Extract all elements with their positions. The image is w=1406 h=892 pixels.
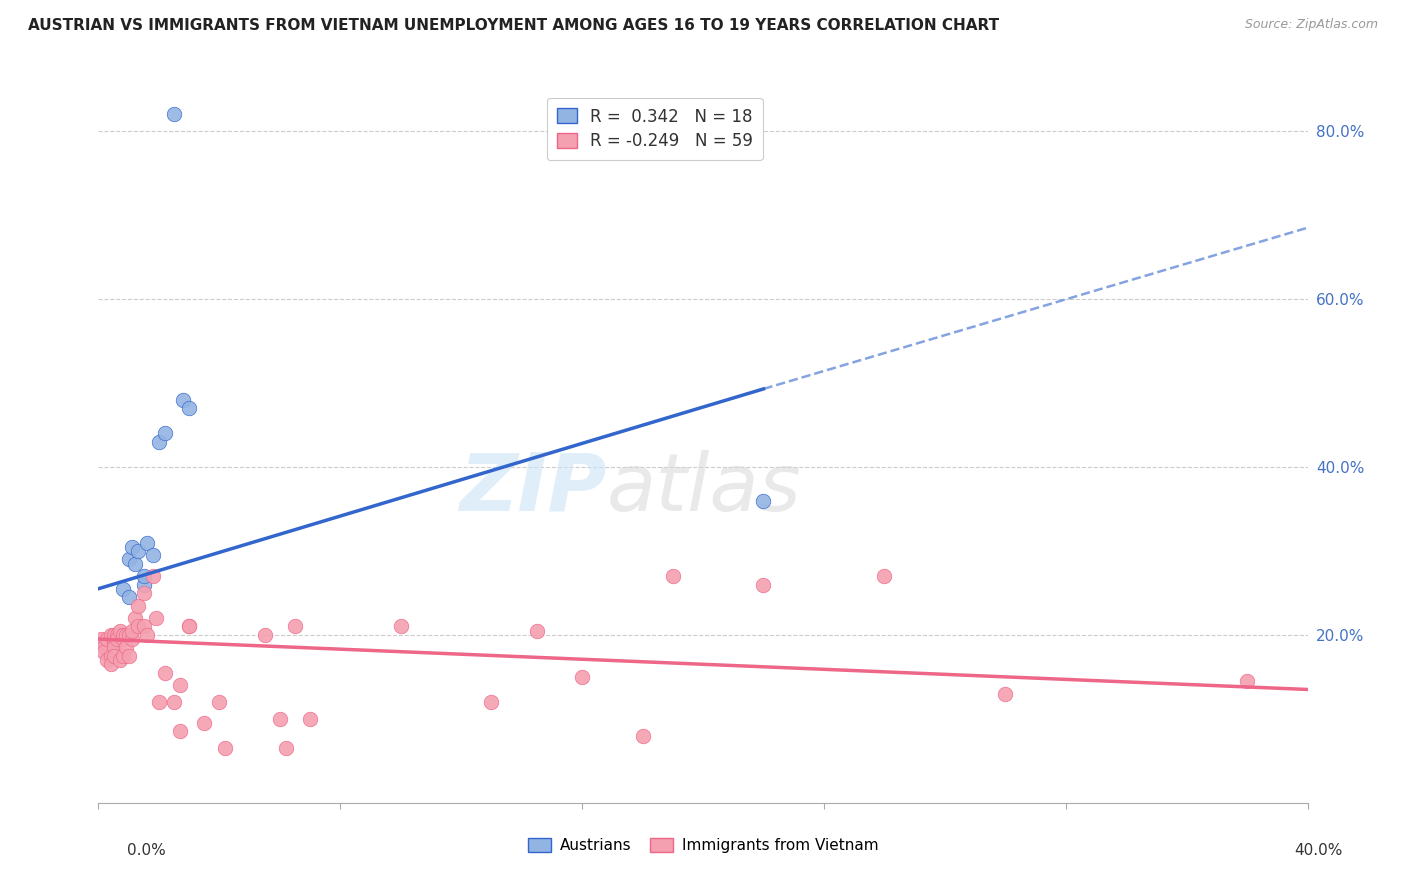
Point bbox=[153, 665, 176, 680]
Point bbox=[163, 107, 186, 121]
Point bbox=[111, 628, 134, 642]
Point bbox=[111, 648, 134, 663]
Point bbox=[153, 426, 176, 441]
Point bbox=[142, 548, 165, 562]
Point bbox=[93, 640, 115, 655]
Point bbox=[132, 577, 155, 591]
Point bbox=[121, 624, 143, 638]
Point bbox=[118, 628, 141, 642]
Point bbox=[118, 648, 141, 663]
Point bbox=[481, 695, 503, 709]
Point bbox=[103, 648, 125, 663]
Point bbox=[284, 619, 307, 633]
Point bbox=[127, 619, 149, 633]
Point bbox=[105, 632, 128, 646]
Point bbox=[111, 582, 134, 596]
Text: Source: ZipAtlas.com: Source: ZipAtlas.com bbox=[1244, 18, 1378, 31]
Point bbox=[121, 540, 143, 554]
Point bbox=[127, 599, 149, 613]
Point bbox=[179, 619, 201, 633]
Point bbox=[179, 401, 201, 416]
Point bbox=[105, 628, 128, 642]
Point bbox=[169, 678, 191, 692]
Point bbox=[118, 552, 141, 566]
Point bbox=[994, 687, 1017, 701]
Point bbox=[169, 724, 191, 739]
Point bbox=[1236, 674, 1258, 689]
Point bbox=[124, 557, 146, 571]
Point bbox=[103, 628, 125, 642]
Point bbox=[96, 653, 118, 667]
Point bbox=[172, 392, 194, 407]
Point bbox=[108, 624, 131, 638]
Point bbox=[127, 544, 149, 558]
Point bbox=[87, 636, 110, 650]
Point bbox=[103, 632, 125, 646]
Point bbox=[142, 569, 165, 583]
Point bbox=[274, 741, 297, 756]
Point bbox=[96, 632, 118, 646]
Point bbox=[121, 632, 143, 646]
Point bbox=[93, 636, 115, 650]
Point bbox=[103, 640, 125, 655]
Point bbox=[571, 670, 593, 684]
Point bbox=[118, 590, 141, 604]
Text: 40.0%: 40.0% bbox=[1295, 843, 1343, 858]
Point bbox=[163, 695, 186, 709]
Point bbox=[179, 619, 201, 633]
Point bbox=[526, 624, 548, 638]
Text: ZIP: ZIP bbox=[458, 450, 606, 528]
Point bbox=[299, 712, 322, 726]
Point bbox=[108, 628, 131, 642]
Point bbox=[193, 716, 215, 731]
Point bbox=[214, 741, 236, 756]
Point bbox=[148, 434, 170, 449]
Legend: Austrians, Immigrants from Vietnam: Austrians, Immigrants from Vietnam bbox=[522, 832, 884, 859]
Point bbox=[269, 712, 291, 726]
Point bbox=[148, 695, 170, 709]
Point bbox=[752, 577, 775, 591]
Point bbox=[103, 636, 125, 650]
Text: 0.0%: 0.0% bbox=[127, 843, 166, 858]
Point bbox=[114, 628, 136, 642]
Point bbox=[873, 569, 896, 583]
Text: AUSTRIAN VS IMMIGRANTS FROM VIETNAM UNEMPLOYMENT AMONG AGES 16 TO 19 YEARS CORRE: AUSTRIAN VS IMMIGRANTS FROM VIETNAM UNEM… bbox=[28, 18, 1000, 33]
Point bbox=[132, 619, 155, 633]
Point bbox=[90, 632, 112, 646]
Point bbox=[661, 569, 683, 583]
Point bbox=[100, 648, 122, 663]
Text: atlas: atlas bbox=[606, 450, 801, 528]
Point bbox=[114, 640, 136, 655]
Point bbox=[145, 611, 167, 625]
Point bbox=[132, 569, 155, 583]
Point bbox=[132, 586, 155, 600]
Point bbox=[100, 657, 122, 672]
Point bbox=[752, 493, 775, 508]
Point bbox=[93, 645, 115, 659]
Point bbox=[111, 632, 134, 646]
Point bbox=[135, 628, 157, 642]
Point bbox=[208, 695, 231, 709]
Point bbox=[108, 653, 131, 667]
Point bbox=[631, 729, 654, 743]
Point bbox=[389, 619, 412, 633]
Point bbox=[135, 535, 157, 549]
Point bbox=[100, 628, 122, 642]
Point bbox=[124, 611, 146, 625]
Point bbox=[253, 628, 276, 642]
